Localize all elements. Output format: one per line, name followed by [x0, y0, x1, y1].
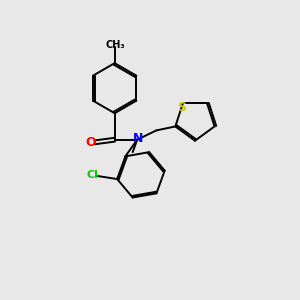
Text: O: O	[85, 136, 96, 149]
Text: N: N	[133, 132, 143, 145]
Text: S: S	[177, 101, 186, 114]
Text: Cl: Cl	[87, 169, 99, 180]
Text: CH₃: CH₃	[106, 40, 125, 50]
